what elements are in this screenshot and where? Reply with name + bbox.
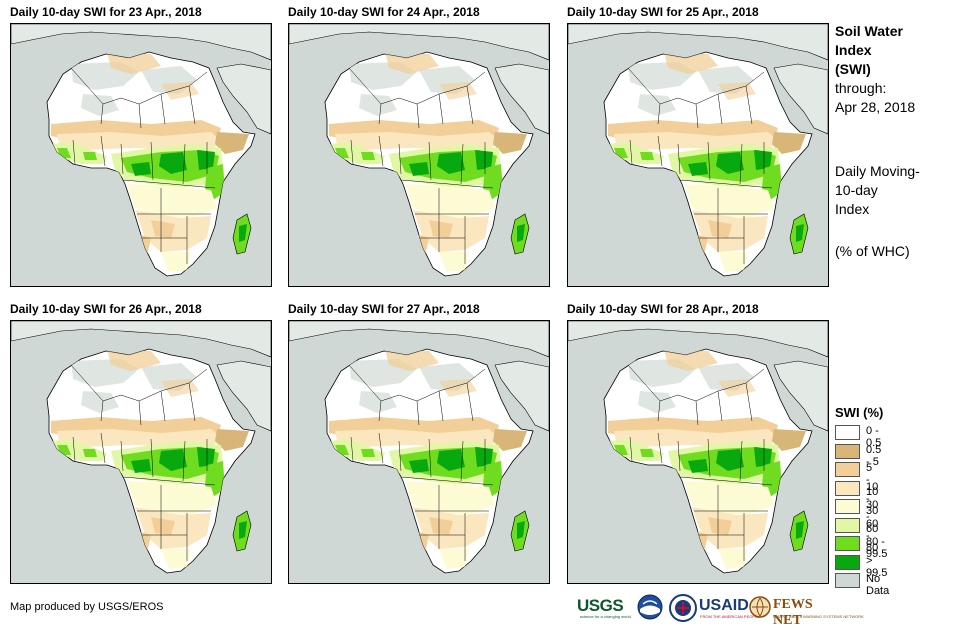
legend-label: 0 - 0.5 [866,425,882,449]
panel-title: Daily 10-day SWI for 25 Apr., 2018 [567,5,759,19]
fews-tagline: FAMINE EARLY WARNING SYSTEMS NETWORK [773,614,864,619]
side-title: Soil Water Index (SWI) through: Apr 28, … [835,22,915,117]
legend-swatch [835,480,860,496]
legend-swatch [835,554,860,570]
legend-swatch [835,573,860,588]
noaa-logo [637,594,663,622]
legend-label: 10 - 30 [866,480,879,517]
swi-map [10,320,272,584]
fews-globe-icon [749,596,771,618]
desc-line-3: Index [835,201,870,217]
legend-label: No Data [866,573,890,597]
panel-title: Daily 10-day SWI for 28 Apr., 2018 [567,302,759,316]
panel-title: Daily 10-day SWI for 23 Apr., 2018 [10,5,202,19]
title-line-2: Index [835,42,872,58]
legend-swatch [835,499,860,514]
credit-text: Map produced by USGS/EROS [10,601,164,613]
usaid-seal-icon [669,594,697,622]
map-panel-5: Daily 10-day SWI for 27 Apr., 2018 [288,302,550,584]
usgs-tagline: science for a changing world [580,614,631,619]
legend-label: 30 - 60 [866,499,879,535]
through-date: Apr 28, 2018 [835,99,916,115]
through-label: through: [835,80,887,96]
panel-title: Daily 10-day SWI for 24 Apr., 2018 [288,5,480,19]
map-panel-2: Daily 10-day SWI for 24 Apr., 2018 [288,5,550,287]
legend-label: 0.5 - 5 [866,443,882,468]
map-panel-4: Daily 10-day SWI for 26 Apr., 2018 [10,302,272,584]
legend-swatch [835,536,860,551]
panel-title: Daily 10-day SWI for 27 Apr., 2018 [288,302,480,316]
legend-label: 60 - 80 [866,517,879,554]
legend-swatch [835,443,860,459]
fews-wordmark: FEWS NET [773,597,813,628]
usgs-logo: USGS science for a changing world [577,594,632,622]
desc-line-1: Daily Moving- [835,163,920,179]
swi-map [288,320,550,584]
usaid-logo: USAID FROM THE AMERICAN PEOPLE [669,594,760,622]
swi-map [10,23,272,287]
usaid-tagline: FROM THE AMERICAN PEOPLE [700,614,760,619]
map-panel-3: Daily 10-day SWI for 25 Apr., 2018 [567,5,829,287]
desc-line-2: 10-day [835,182,878,198]
fews-logo: FEWS NET FAMINE EARLY WARNING SYSTEMS NE… [749,594,864,628]
title-line-1: Soil Water [835,23,903,39]
legend-swatch [835,517,860,533]
usaid-wordmark: USAID [699,597,749,614]
legend-label: 80 - 99.5 [866,536,888,560]
swi-map [567,320,829,584]
logo-strip: USGS science for a changing world USAID … [577,594,864,628]
map-panel-1: Daily 10-day SWI for 23 Apr., 2018 [10,5,272,287]
swi-map [288,23,550,287]
side-description: Daily Moving- 10-day Index [835,162,920,219]
usgs-wordmark: USGS [577,596,624,615]
title-line-3: (SWI) [835,61,871,77]
units-label: (% of WHC) [835,243,910,259]
legend-swatch [835,425,860,440]
legend-swatch [835,462,860,477]
noaa-emblem-icon [637,594,663,620]
swi-map [567,23,829,287]
legend-title: SWI (%) [835,405,884,420]
legend-label: 5 - 10 [866,462,879,498]
legend-label: > 99.5 [866,554,888,579]
panel-title: Daily 10-day SWI for 26 Apr., 2018 [10,302,202,316]
map-panel-6: Daily 10-day SWI for 28 Apr., 2018 [567,302,829,584]
